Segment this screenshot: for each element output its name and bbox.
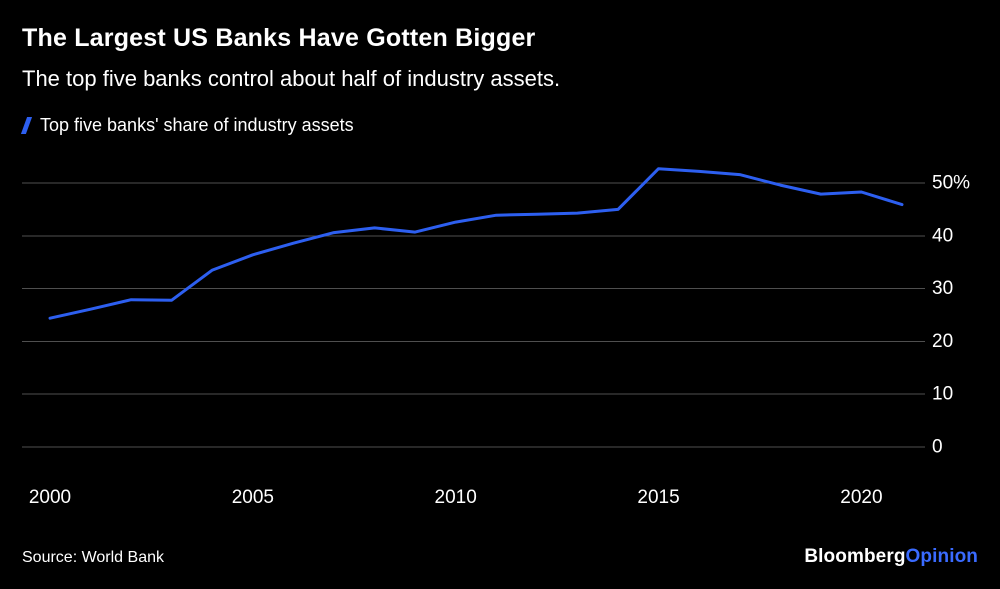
logo-opinion: Opinion [905, 546, 978, 567]
legend-label: Top five banks' share of industry assets [40, 115, 354, 135]
bloomberg-opinion-logo: BloombergOpinion [804, 546, 978, 568]
page-subtitle: The top five banks control about half of… [22, 66, 561, 91]
y-tick-label: 0 [932, 437, 943, 458]
y-tick-label: 40 [932, 225, 953, 246]
series-line [48, 167, 904, 320]
x-tick-label: 2005 [232, 487, 274, 508]
y-tick-label: 30 [932, 278, 953, 299]
legend: Top five banks' share of industry assets [20, 115, 354, 136]
x-tick-label: 2015 [637, 487, 679, 508]
y-tick-label: 50% [932, 173, 970, 194]
source-text: Source: World Bank [22, 549, 164, 566]
y-tick-label: 10 [932, 384, 953, 405]
x-tick-label: 2020 [840, 487, 882, 508]
x-tick-label: 2010 [435, 487, 477, 508]
logo-bloomberg: Bloomberg [804, 546, 906, 567]
x-tick-label: 2000 [29, 487, 71, 508]
y-tick-label: 20 [932, 331, 953, 352]
page-title: The Largest US Banks Have Gotten Bigger [22, 24, 536, 52]
